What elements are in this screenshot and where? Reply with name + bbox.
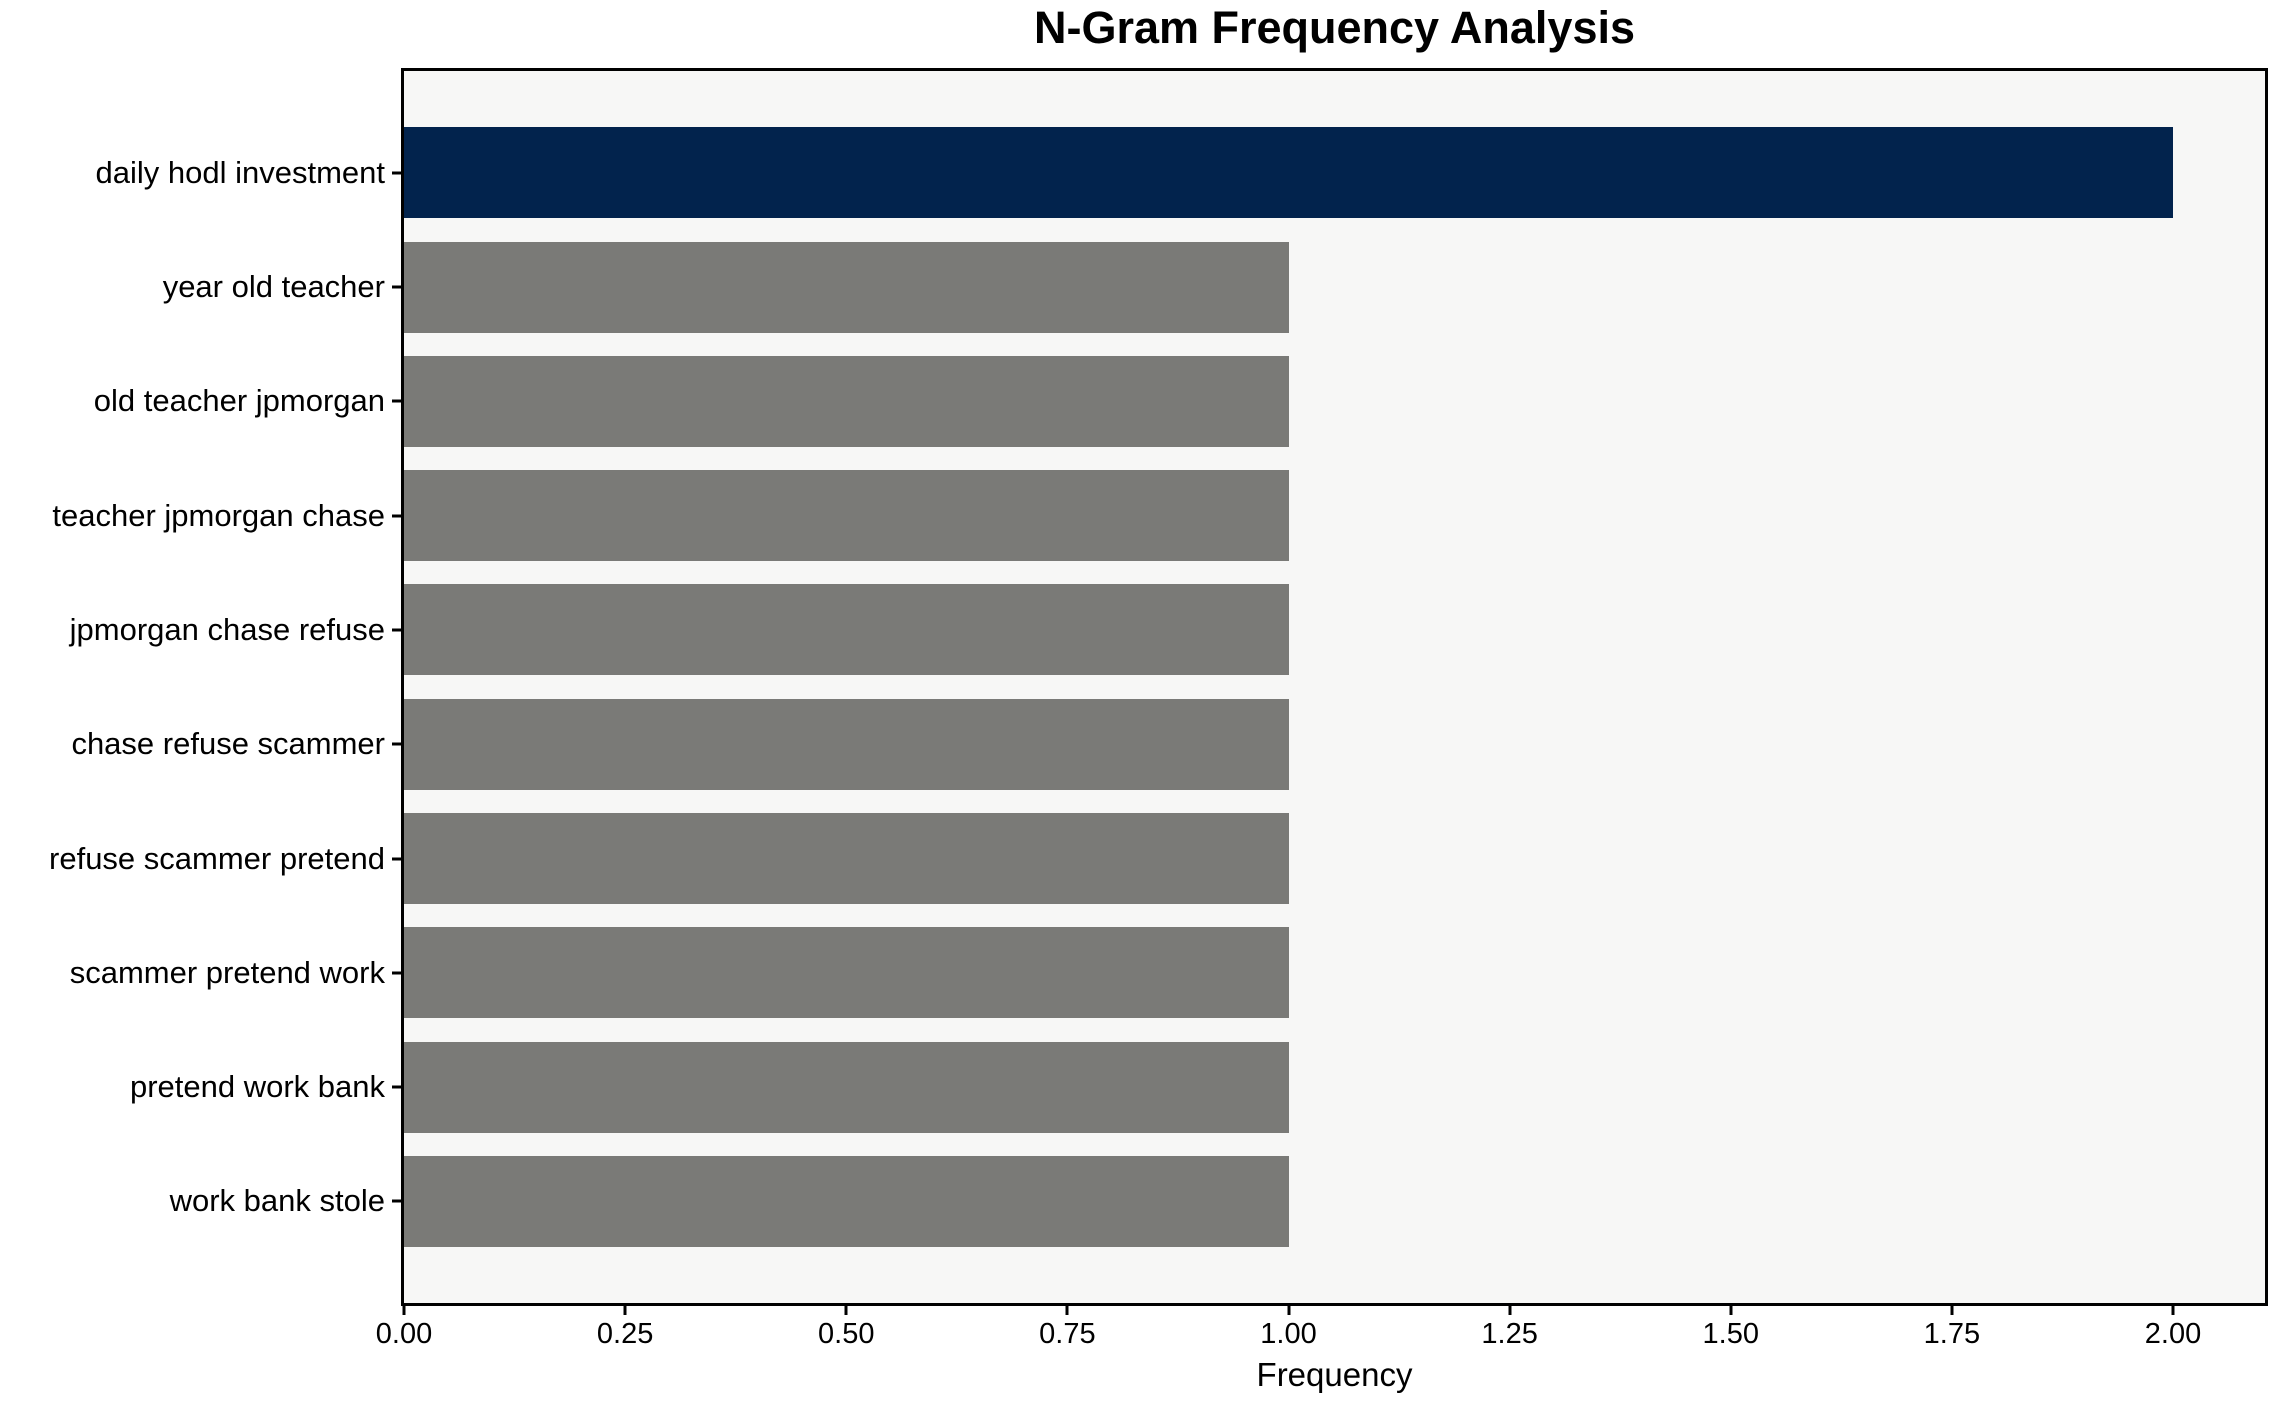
x-tick-mark [1508, 1303, 1512, 1315]
bar-teacher-jpmorgan-chase [404, 470, 1289, 562]
y-tick-label-old-teacher-jpmorgan: old teacher jpmorgan [93, 383, 385, 419]
y-tick-mark [392, 628, 404, 632]
y-tick-label-daily-hodl-investment: daily hodl investment [95, 154, 386, 190]
bar-jpmorgan-chase-refuse [404, 584, 1289, 676]
y-tick-mark [392, 285, 404, 289]
y-tick-mark [392, 742, 404, 746]
x-tick-label-1.75: 1.75 [1923, 1318, 1981, 1350]
y-tick-mark [392, 171, 404, 175]
x-tick-mark [844, 1303, 848, 1315]
x-tick-label-0.75: 0.75 [1039, 1318, 1096, 1350]
y-tick-mark [392, 857, 404, 860]
y-tick-mark [392, 971, 404, 975]
x-axis-label: Frequency [1256, 1356, 1413, 1393]
y-tick-label-scammer-pretend-work: scammer pretend work [69, 954, 385, 990]
bar-scammer-pretend-work [404, 927, 1289, 1019]
x-tick-label-0.00: 0.00 [375, 1318, 433, 1350]
y-tick-label-refuse-scammer-pretend: refuse scammer pretend [49, 840, 385, 876]
y-tick-mark [392, 1199, 404, 1203]
x-tick-label-1.25: 1.25 [1481, 1318, 1538, 1350]
y-tick-label-jpmorgan-chase-refuse: jpmorgan chase refuse [69, 611, 385, 647]
x-tick-mark [1729, 1303, 1733, 1315]
x-tick-mark [2171, 1303, 2175, 1315]
x-tick-mark [1065, 1303, 1069, 1315]
bar-refuse-scammer-pretend [404, 813, 1289, 904]
x-tick-label-0.50: 0.50 [818, 1318, 875, 1350]
y-tick-label-work-bank-stole: work bank stole [169, 1183, 385, 1219]
bar-work-bank-stole [404, 1155, 1289, 1247]
y-tick-label-teacher-jpmorgan-chase: teacher jpmorgan chase [52, 497, 385, 533]
plot-area [401, 68, 2268, 1306]
x-tick-mark [1950, 1303, 1954, 1315]
bar-pretend-work-bank [404, 1041, 1289, 1133]
bar-chase-refuse-scammer [404, 698, 1289, 790]
x-tick-label-1.50: 1.50 [1702, 1318, 1759, 1350]
x-tick-label-1.00: 1.00 [1260, 1318, 1317, 1350]
y-tick-label-chase-refuse-scammer: chase refuse scammer [71, 726, 385, 762]
y-tick-mark [392, 514, 404, 518]
y-tick-mark [392, 1085, 404, 1089]
chart-title: N-Gram Frequency Analysis [1033, 2, 1636, 53]
x-tick-mark [623, 1303, 627, 1315]
x-tick-label-0.25: 0.25 [596, 1318, 654, 1350]
x-tick-label-2.00: 2.00 [2144, 1318, 2202, 1350]
x-tick-mark [402, 1303, 406, 1315]
y-tick-mark [392, 399, 404, 403]
bar-year-old-teacher [404, 241, 1289, 333]
bar-old-teacher-jpmorgan [404, 355, 1289, 447]
y-tick-label-year-old-teacher: year old teacher [162, 269, 385, 304]
bar-daily-hodl-investment [404, 127, 2173, 219]
x-tick-mark [1287, 1303, 1290, 1315]
y-tick-label-pretend-work-bank: pretend work bank [129, 1069, 385, 1105]
